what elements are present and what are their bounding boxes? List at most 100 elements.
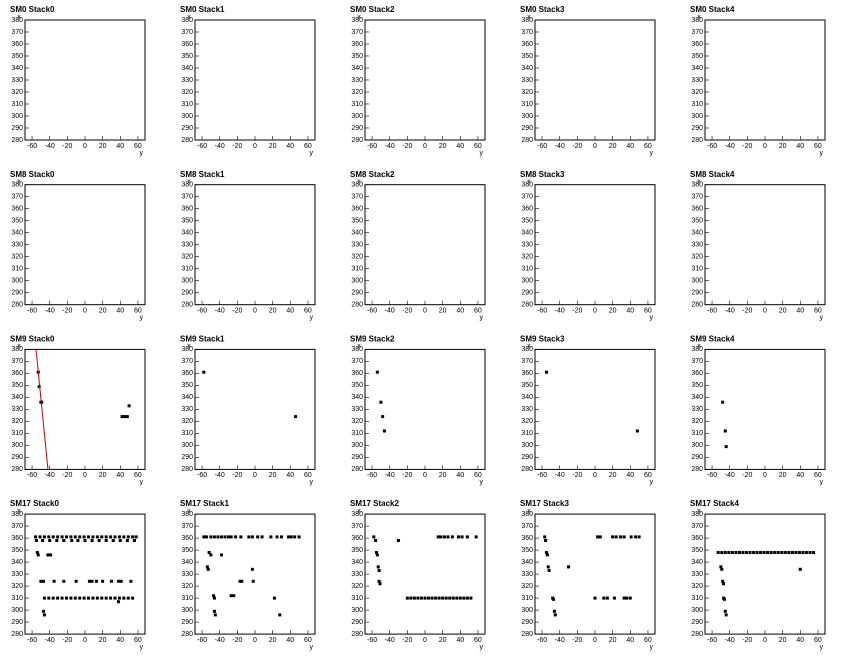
- point: [117, 535, 121, 539]
- x-tick-label: -60: [537, 472, 547, 479]
- y-tick-label: 290: [521, 454, 533, 461]
- y-tick-label: 280: [181, 631, 193, 638]
- plot-frame: [24, 19, 146, 141]
- point: [567, 565, 571, 569]
- y-tick-label: 280: [691, 631, 703, 638]
- y-tick-label: 350: [11, 382, 23, 389]
- point: [113, 596, 117, 600]
- point: [132, 539, 136, 542]
- x-tick-label: -20: [232, 637, 242, 644]
- x-tick-label: -60: [27, 143, 37, 150]
- y-tick-label: 320: [691, 254, 703, 261]
- point: [719, 565, 723, 569]
- x-tick-label: -40: [385, 143, 395, 150]
- point: [637, 535, 641, 539]
- x-tick-label: -20: [572, 637, 582, 644]
- x-tick-label: 0: [423, 637, 427, 644]
- fit-line: [35, 349, 49, 470]
- point: [723, 551, 727, 554]
- x-tick-label: 20: [269, 143, 277, 150]
- x-tick-label: 0: [253, 637, 257, 644]
- point: [239, 535, 243, 539]
- panel-title: SM9 Stack3: [520, 335, 565, 344]
- y-tick-label: 280: [521, 302, 533, 309]
- point: [269, 535, 273, 539]
- point: [56, 535, 60, 539]
- y-tick-label: 360: [11, 370, 23, 377]
- panel-title: SM17 Stack0: [10, 499, 59, 508]
- point: [36, 553, 40, 557]
- x-tick-label: 0: [593, 308, 597, 315]
- x-axis-title: y: [650, 479, 654, 486]
- y-tick-label: 290: [181, 454, 193, 461]
- y-tick-label: 320: [11, 89, 23, 96]
- y-tick-label: 300: [11, 607, 23, 614]
- point: [51, 596, 55, 600]
- y-tick-label: 350: [691, 218, 703, 225]
- x-tick-label: 40: [626, 637, 634, 644]
- point: [56, 596, 60, 600]
- point: [543, 535, 547, 539]
- x-tick-label: -20: [572, 308, 582, 315]
- panel-title: SM8 Stack0: [10, 170, 55, 179]
- y-tick-label: 330: [11, 242, 23, 249]
- y-tick-label: 360: [351, 206, 363, 213]
- point: [219, 535, 223, 539]
- y-tick-label: 310: [691, 430, 703, 437]
- y-tick-label: 380: [181, 182, 193, 189]
- y-tick-label: 290: [181, 619, 193, 626]
- y-tick-label: 280: [521, 137, 533, 144]
- point: [127, 404, 131, 408]
- x-tick-label: 40: [116, 472, 124, 479]
- point: [219, 553, 223, 557]
- y-axis-title: x: [527, 508, 531, 515]
- point: [374, 551, 378, 554]
- point: [602, 596, 606, 600]
- y-tick-label: 300: [181, 442, 193, 449]
- point: [90, 579, 94, 583]
- point: [97, 539, 101, 542]
- x-tick-label: 0: [763, 308, 767, 315]
- point: [552, 609, 556, 613]
- x-tick-label: 0: [423, 143, 427, 150]
- point: [73, 535, 77, 539]
- plot-frame: [194, 19, 316, 141]
- point: [251, 579, 255, 583]
- y-tick-label: 340: [691, 559, 703, 566]
- plot-frame: [364, 184, 486, 306]
- y-tick-label: 360: [691, 370, 703, 377]
- point: [104, 535, 108, 539]
- y-tick-label: 350: [181, 218, 193, 225]
- point: [379, 400, 383, 404]
- panel-title: SM0 Stack1: [180, 5, 225, 14]
- point: [448, 596, 452, 600]
- y-tick-label: 310: [691, 101, 703, 108]
- point: [35, 551, 39, 554]
- x-tick-label: 40: [626, 143, 634, 150]
- point: [41, 539, 45, 542]
- point: [783, 551, 787, 554]
- y-tick-label: 370: [691, 194, 703, 201]
- point: [474, 535, 478, 539]
- y-tick-label: 350: [11, 547, 23, 554]
- x-tick-label: -20: [402, 308, 412, 315]
- x-tick-label: 20: [269, 472, 277, 479]
- x-tick-label: 40: [286, 308, 294, 315]
- x-tick-label: 60: [644, 637, 652, 644]
- y-tick-label: 340: [11, 230, 23, 237]
- point: [622, 535, 626, 539]
- point: [409, 596, 413, 600]
- y-tick-label: 340: [181, 394, 193, 401]
- point: [776, 551, 780, 554]
- x-tick-label: -40: [215, 308, 225, 315]
- panel-title: SM17 Stack4: [690, 499, 739, 508]
- y-tick-label: 310: [181, 595, 193, 602]
- point: [469, 596, 473, 600]
- y-tick-label: 320: [11, 583, 23, 590]
- point: [212, 609, 216, 613]
- x-tick-label: -40: [45, 308, 55, 315]
- y-tick-label: 300: [11, 442, 23, 449]
- point: [250, 535, 254, 539]
- x-tick-label: 40: [116, 308, 124, 315]
